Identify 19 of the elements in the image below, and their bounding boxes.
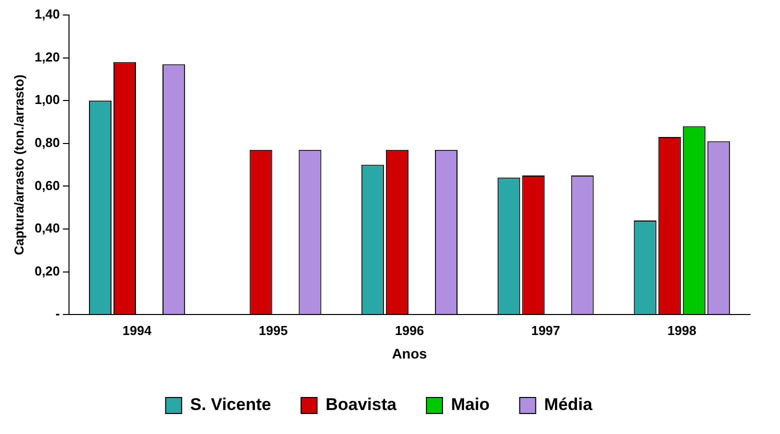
y-tick-label: 0,60 — [34, 178, 60, 193]
y-tick-label: 0,80 — [34, 134, 60, 150]
legend-label: S. Vicente — [190, 395, 272, 414]
y-tick-label: 1,40 — [34, 6, 60, 22]
x-tick-label: 1996 — [394, 322, 424, 338]
x-axis-title: Anos — [392, 345, 428, 362]
y-tick-label: 0,20 — [34, 263, 60, 278]
y-tick-label: 1,20 — [34, 49, 60, 64]
y-tick-label: 0,40 — [34, 220, 60, 236]
x-tick-label: 1997 — [531, 322, 560, 338]
x-tick-label: 1998 — [667, 322, 696, 338]
y-axis-title: Captura/arrasto (ton./arrasto) — [11, 74, 26, 256]
x-tick-label: 1994 — [122, 322, 152, 338]
y-tick-label: 1,00 — [34, 92, 60, 108]
legend-label: Maio — [450, 395, 490, 414]
legend-label: Boavista — [326, 395, 397, 414]
x-tick-label: 1995 — [258, 322, 288, 338]
legend-label: Média — [544, 395, 593, 414]
y-tick-label: - — [56, 306, 60, 322]
